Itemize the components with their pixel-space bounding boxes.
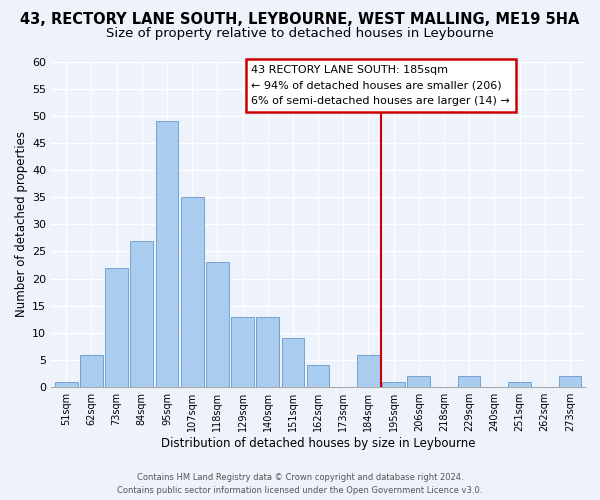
Text: 43 RECTORY LANE SOUTH: 185sqm
← 94% of detached houses are smaller (206)
6% of s: 43 RECTORY LANE SOUTH: 185sqm ← 94% of d… <box>251 65 510 106</box>
X-axis label: Distribution of detached houses by size in Leybourne: Distribution of detached houses by size … <box>161 437 475 450</box>
Bar <box>382 382 405 387</box>
Bar <box>256 316 279 387</box>
Bar <box>55 382 77 387</box>
Bar <box>559 376 581 387</box>
Y-axis label: Number of detached properties: Number of detached properties <box>15 132 28 318</box>
Bar <box>357 354 380 387</box>
Bar <box>130 240 153 387</box>
Bar <box>105 268 128 387</box>
Text: 43, RECTORY LANE SOUTH, LEYBOURNE, WEST MALLING, ME19 5HA: 43, RECTORY LANE SOUTH, LEYBOURNE, WEST … <box>20 12 580 28</box>
Text: Size of property relative to detached houses in Leybourne: Size of property relative to detached ho… <box>106 28 494 40</box>
Bar <box>231 316 254 387</box>
Bar <box>307 366 329 387</box>
Bar <box>181 197 203 387</box>
Bar <box>206 262 229 387</box>
Bar <box>508 382 531 387</box>
Bar <box>407 376 430 387</box>
Bar <box>458 376 481 387</box>
Text: Contains HM Land Registry data © Crown copyright and database right 2024.
Contai: Contains HM Land Registry data © Crown c… <box>118 474 482 495</box>
Bar <box>155 121 178 387</box>
Bar <box>80 354 103 387</box>
Bar <box>281 338 304 387</box>
